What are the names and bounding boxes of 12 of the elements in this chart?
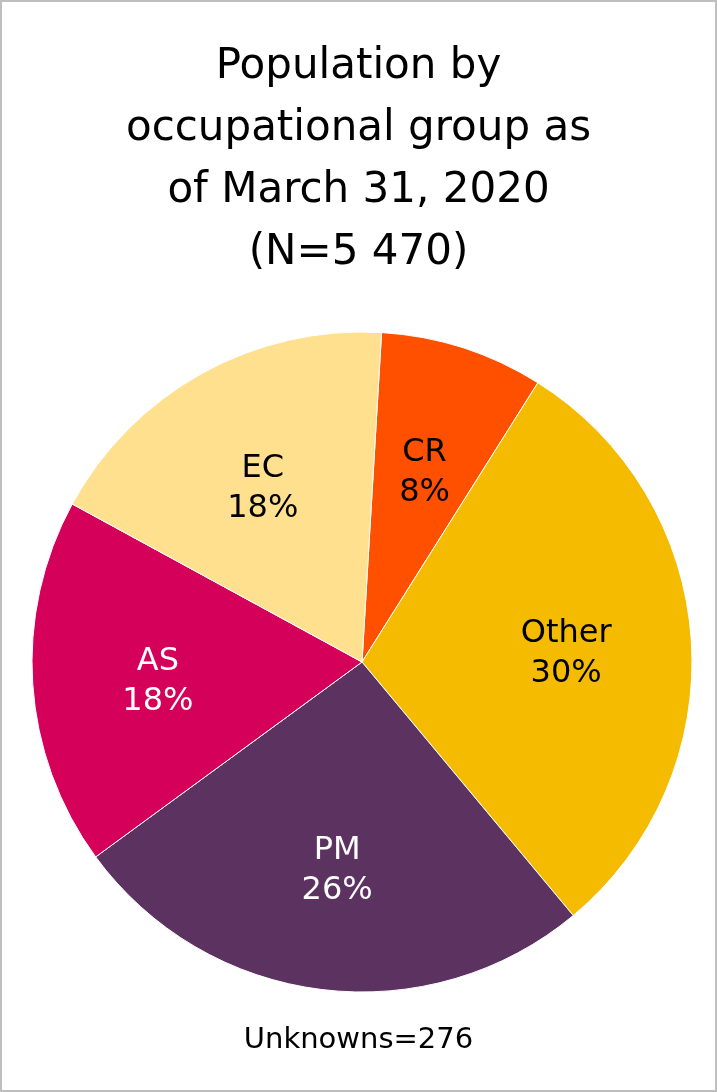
data-label: 26%: [301, 869, 373, 908]
slice-label: EC: [241, 447, 285, 486]
text: Unknowns=276: [243, 1021, 474, 1055]
data-label: 8%: [399, 471, 450, 510]
slice-label: AS: [136, 639, 179, 678]
slice-label: PM: [313, 829, 361, 868]
data-label: 18%: [122, 679, 194, 718]
data-label: 18%: [227, 487, 299, 526]
slice-label: Other: [520, 612, 613, 651]
slice-label: CR: [402, 431, 447, 470]
chart-title: Population by occupational group as of March 31, 2020 (N=5 470): [125, 39, 592, 274]
data-label: 30%: [530, 652, 602, 691]
